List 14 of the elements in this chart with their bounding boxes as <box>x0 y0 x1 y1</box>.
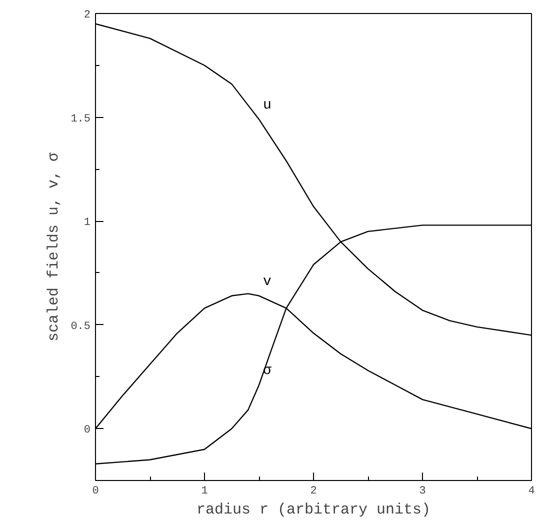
y-tick-label: 2 <box>84 10 91 22</box>
x-tick-label: 1 <box>201 486 208 498</box>
y-tick-label: 1.5 <box>70 113 91 126</box>
y-tick-label: 0 <box>84 424 91 437</box>
y-tick-label: 1 <box>84 217 91 230</box>
x-tick-label: 3 <box>419 486 426 498</box>
y-axis-title: scaled fields u, v, σ <box>46 152 63 342</box>
x-tick-label: 4 <box>528 486 536 498</box>
series-label: v <box>263 274 272 290</box>
x-tick-label: 2 <box>310 486 317 498</box>
x-axis-title: radius r (arbitrary units) <box>196 502 431 518</box>
x-tick-label: 0 <box>92 486 99 498</box>
y-tick-label: 0.5 <box>70 320 91 333</box>
series-label: u <box>263 97 272 114</box>
